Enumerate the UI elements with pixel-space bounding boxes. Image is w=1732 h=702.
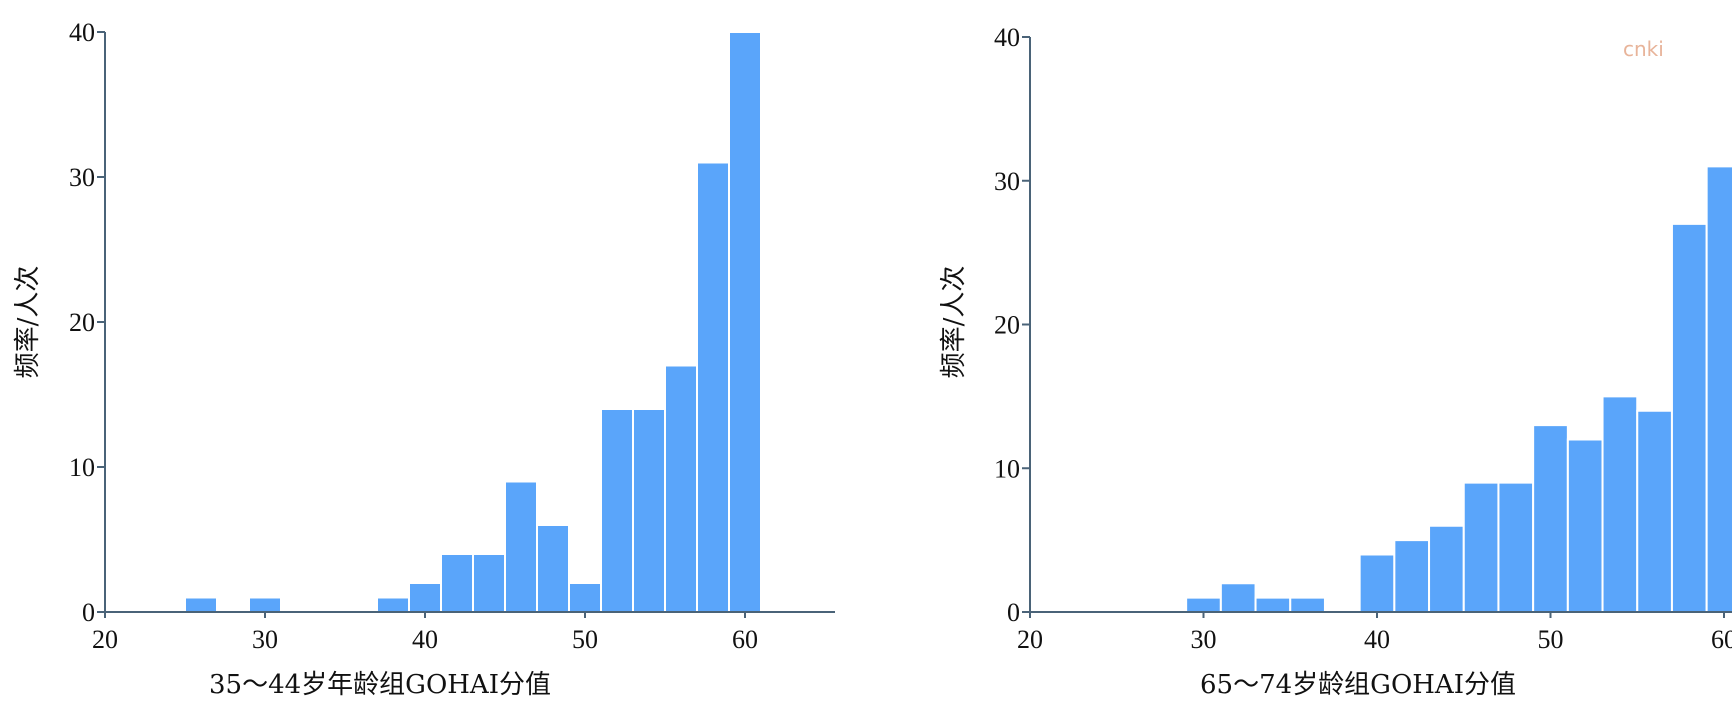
histogram-right-bar-12 xyxy=(1636,409,1673,613)
histogram-right-bar-10 xyxy=(1566,438,1604,613)
histogram-left-bar-7 xyxy=(536,524,570,613)
histogram-right-y-axis-title: 频率/人次 xyxy=(939,266,969,379)
histogram-left-bar-6 xyxy=(504,480,538,613)
histogram-right-y-tick-label-2: 20 xyxy=(994,311,1020,340)
histogram-right: 0 10 20 30 40 20 30 40 50 60 65～74岁龄组GOHAI分值 频率/人次 xyxy=(939,23,1732,700)
histogram-left-y-tick-label-4: 40 xyxy=(69,18,95,47)
histogram-left-y-tick-label-2: 20 xyxy=(69,308,95,337)
histogram-right-bar-5 xyxy=(1393,539,1431,613)
histogram-right-bar-13 xyxy=(1670,222,1708,613)
histogram-right-bar-3 xyxy=(1289,596,1326,613)
histogram-right-y-tick-label-3: 30 xyxy=(994,167,1020,196)
histogram-right-bar-7 xyxy=(1462,481,1500,613)
histogram-right-x-tick-label-1: 30 xyxy=(1191,625,1217,654)
histogram-left-bar-3 xyxy=(408,582,442,613)
histogram-right-bar-9 xyxy=(1532,424,1569,613)
histogram-left-bar-1 xyxy=(248,596,282,613)
histogram-left-bar-8 xyxy=(568,582,602,613)
histogram-right-bar-14 xyxy=(1705,165,1732,613)
watermark-text: cnki xyxy=(1623,37,1664,61)
histogram-right-x-tick-label-4: 60 xyxy=(1711,625,1732,654)
histogram-left-y-axis-title: 频率/人次 xyxy=(13,266,43,379)
histogram-left-x-tick-label-3: 50 xyxy=(572,625,598,654)
histogram-left-bar-11 xyxy=(664,364,698,613)
histogram-left-bar-0 xyxy=(184,596,218,613)
histogram-right-bar-2 xyxy=(1254,596,1292,613)
histogram-right-bar-8 xyxy=(1497,481,1535,613)
histogram-right-bar-4 xyxy=(1358,553,1396,613)
histogram-left-y-tick-label-3: 30 xyxy=(69,163,95,192)
histogram-right-bar-6 xyxy=(1428,524,1465,613)
histogram-left-bar-2 xyxy=(376,596,410,613)
histogram-right-y-tick-label-4: 40 xyxy=(994,23,1020,52)
histogram-right-y-tick-label-0: 0 xyxy=(1007,598,1020,627)
histogram-left-y-tick-label-1: 10 xyxy=(69,453,95,482)
histogram-right-x-axis-title: 65～74岁龄组GOHAI分值 xyxy=(1200,670,1516,700)
histogram-left-y-tick-label-0: 0 xyxy=(82,598,95,627)
histogram-right-bar-1 xyxy=(1219,582,1257,613)
histogram-left-x-tick-label-4: 60 xyxy=(732,625,758,654)
histogram-right-x-tick-label-3: 50 xyxy=(1538,625,1564,654)
histogram-left-bar-13 xyxy=(728,31,762,613)
histogram-right-x-tick-label-0: 20 xyxy=(1017,625,1043,654)
histogram-left: 0 10 20 30 40 20 30 40 50 60 35～44岁年龄组GOHAI分值 频率/人次 xyxy=(13,18,835,700)
histogram-left-x-tick-label-0: 20 xyxy=(92,625,118,654)
histogram-right-x-tick-label-2: 40 xyxy=(1364,625,1390,654)
histogram-left-x-axis-title: 35～44岁年龄组GOHAI分值 xyxy=(209,670,551,700)
histogram-left-bar-12 xyxy=(696,161,730,613)
histogram-right-bar-11 xyxy=(1601,395,1639,613)
histogram-left-x-tick-label-1: 30 xyxy=(252,625,278,654)
histogram-left-bar-5 xyxy=(472,553,506,613)
histogram-left-bar-10 xyxy=(632,408,666,613)
histogram-right-bar-0 xyxy=(1185,596,1222,613)
histogram-right-y-tick-label-1: 10 xyxy=(994,454,1020,483)
histogram-left-bar-4 xyxy=(440,553,474,613)
histogram-left-x-tick-label-2: 40 xyxy=(412,625,438,654)
histogram-left-bar-9 xyxy=(600,408,634,613)
